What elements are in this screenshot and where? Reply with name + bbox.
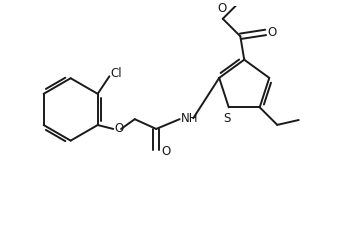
Text: NH: NH bbox=[181, 112, 198, 125]
Text: Cl: Cl bbox=[110, 67, 122, 80]
Text: O: O bbox=[217, 2, 226, 15]
Text: O: O bbox=[114, 122, 124, 135]
Text: S: S bbox=[223, 112, 231, 125]
Text: O: O bbox=[268, 26, 277, 39]
Text: O: O bbox=[161, 145, 170, 158]
